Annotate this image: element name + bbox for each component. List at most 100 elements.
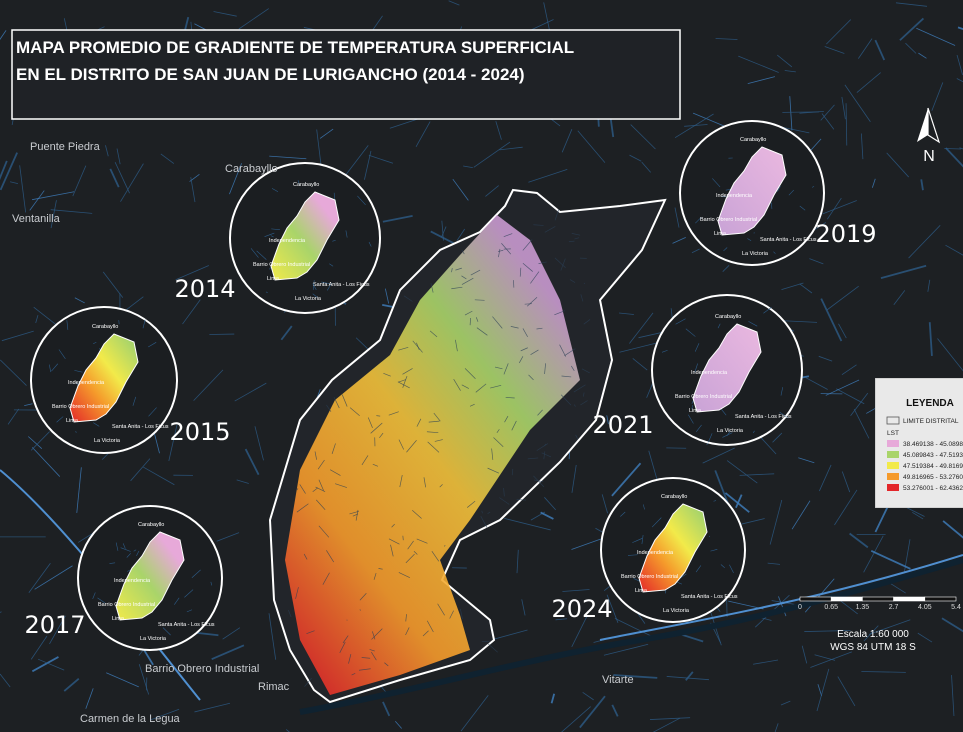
- inset-road: [723, 247, 728, 252]
- street: [329, 469, 341, 476]
- scale-segment: [893, 596, 926, 602]
- inset-road: [726, 430, 731, 437]
- road: [244, 448, 260, 476]
- street: [568, 240, 575, 243]
- street: [431, 551, 440, 562]
- road: [895, 2, 928, 7]
- inset-road: [210, 581, 213, 586]
- street: [503, 487, 505, 497]
- legend: LEYENDA LIMITE DISTRITAL LST 38.469138 -…: [875, 378, 963, 508]
- inset-road: [332, 239, 336, 242]
- road: [619, 312, 634, 315]
- street: [520, 347, 528, 352]
- lst-texture: [288, 209, 591, 687]
- road: [1, 330, 34, 342]
- road: [844, 84, 871, 122]
- inset-road: [627, 554, 638, 556]
- inset-road: [720, 564, 725, 568]
- road: [780, 700, 791, 706]
- legend-swatch: [887, 484, 899, 491]
- scale-segment: [862, 596, 894, 602]
- inset-road: [122, 543, 126, 549]
- street: [295, 587, 299, 599]
- legend-swatch: [887, 462, 899, 469]
- road: [874, 39, 886, 61]
- road: [72, 165, 87, 197]
- inset-road: [66, 320, 69, 330]
- street: [427, 441, 440, 453]
- street: [582, 392, 585, 397]
- inset: Carabayllo Independencia Barrio Obrero Ind…: [651, 294, 803, 446]
- inset-label: La Victoria: [742, 251, 769, 257]
- road: [544, 497, 556, 511]
- street: [403, 295, 413, 302]
- street: [296, 503, 309, 513]
- road: [860, 133, 864, 160]
- street: [402, 375, 408, 388]
- road: [211, 644, 245, 661]
- road: [880, 264, 927, 280]
- street: [543, 451, 546, 460]
- street: [303, 553, 308, 560]
- street: [333, 396, 340, 409]
- road: [857, 38, 873, 59]
- inset-label: Lima: [66, 418, 79, 424]
- road: [150, 708, 180, 721]
- title-line: EN EL DISTRITO DE SAN JUAN DE LURIGANCHO…: [16, 65, 525, 84]
- street: [573, 384, 586, 393]
- road: [31, 191, 75, 201]
- road: [715, 38, 738, 40]
- street: [388, 538, 400, 545]
- legend-boundary: LIMITE DISTRITAL: [903, 418, 959, 425]
- road: [452, 178, 469, 201]
- road: [0, 30, 7, 40]
- street: [467, 500, 476, 508]
- place-label: Carmen de la Legua: [80, 713, 181, 725]
- inset-road: [56, 416, 64, 423]
- road: [931, 82, 944, 111]
- road: [63, 677, 80, 692]
- street: [422, 630, 429, 637]
- road: [799, 283, 813, 294]
- inset-label: Carabayllo: [740, 137, 766, 143]
- street: [318, 479, 324, 491]
- street: [538, 261, 547, 264]
- inset-road: [271, 188, 279, 192]
- road: [816, 668, 830, 712]
- street: [361, 657, 371, 659]
- street: [536, 443, 549, 451]
- street: [372, 631, 376, 640]
- inset-label: Carabayllo: [138, 522, 164, 528]
- inset-road: [120, 547, 131, 552]
- road: [105, 145, 109, 157]
- road: [778, 596, 787, 617]
- street: [384, 662, 389, 667]
- street: [426, 620, 434, 633]
- street: [317, 459, 325, 470]
- road: [920, 179, 924, 191]
- street: [398, 439, 405, 450]
- street: [516, 499, 526, 501]
- road: [691, 248, 700, 254]
- inset-road: [92, 341, 97, 345]
- inset-label: Barrio Obrero Industrial: [52, 404, 109, 410]
- road: [234, 382, 267, 402]
- inset-label: Barrio Obrero Industrial: [621, 574, 678, 580]
- street: [554, 209, 560, 221]
- road: [561, 706, 591, 732]
- road: [76, 467, 82, 513]
- road: [726, 460, 758, 484]
- inset-road: [162, 627, 171, 636]
- road: [871, 178, 876, 188]
- street: [398, 572, 411, 579]
- road: [836, 388, 865, 405]
- inset-road: [675, 318, 686, 325]
- inset-label: Barrio Obrero Industrial: [98, 602, 155, 608]
- street: [481, 510, 483, 514]
- inset-road: [74, 370, 83, 373]
- street: [490, 384, 502, 389]
- street: [569, 279, 576, 283]
- street: [378, 568, 383, 570]
- road: [735, 494, 743, 509]
